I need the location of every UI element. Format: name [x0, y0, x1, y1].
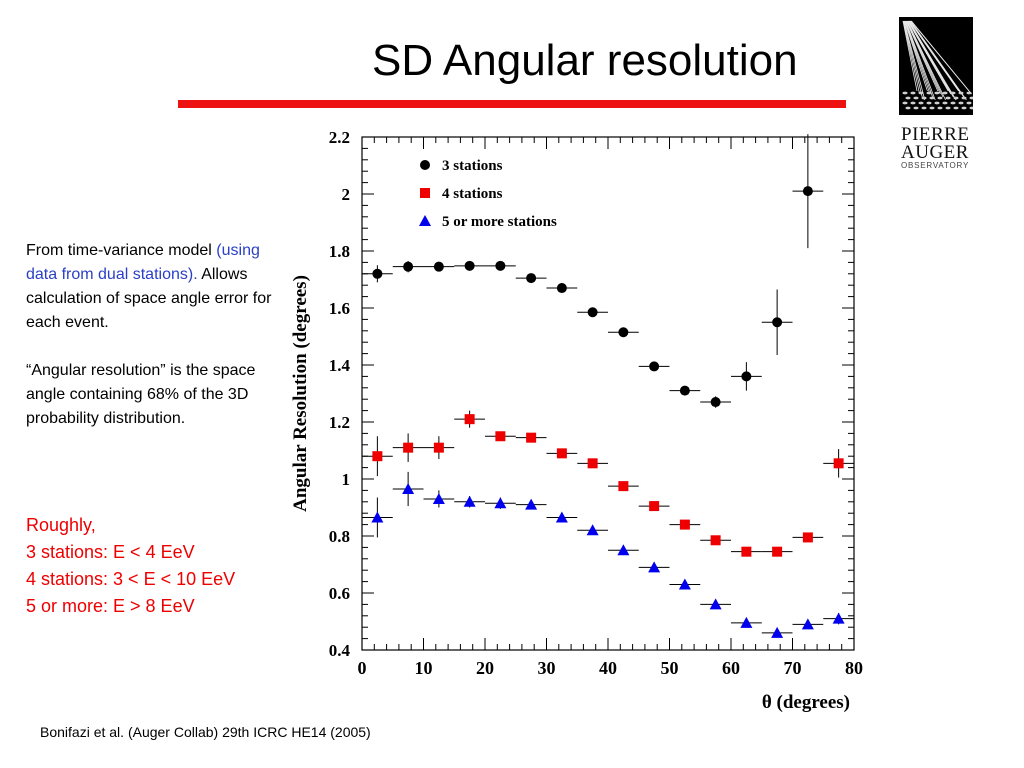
data-point	[710, 397, 721, 408]
legend-label: 5 or more stations	[442, 214, 557, 230]
legend-marker	[419, 215, 431, 226]
description-paragraph-2: “Angular resolution” is the space angle …	[26, 362, 256, 427]
data-point	[618, 327, 629, 338]
data-point	[526, 432, 537, 443]
series-triangle	[362, 471, 854, 638]
x-tick-label: 80	[845, 658, 863, 678]
data-point	[432, 492, 445, 504]
data-point	[648, 561, 661, 573]
logo-auger: AUGER	[901, 142, 969, 163]
data-point	[771, 626, 784, 638]
data-point	[433, 442, 444, 453]
energy-notes: Roughly, 3 stations: E < 4 EeV 4 station…	[26, 512, 235, 620]
x-tick-label: 70	[784, 658, 802, 678]
data-point	[371, 511, 384, 523]
data-point	[372, 268, 383, 279]
data-point	[464, 414, 475, 425]
series-square	[362, 410, 854, 557]
data-point	[740, 616, 753, 628]
legend-marker	[420, 160, 430, 170]
data-point	[495, 260, 506, 271]
data-point	[679, 385, 690, 396]
y-tick-label: 1.8	[329, 242, 350, 261]
data-point	[649, 361, 660, 372]
y-tick-label: 1.2	[329, 413, 350, 432]
x-tick-label: 40	[599, 658, 617, 678]
title-accent-bar	[178, 100, 846, 108]
data-point	[710, 535, 721, 546]
data-point	[649, 501, 660, 512]
description-dual-stations-note: (using data from dual stations).	[26, 242, 260, 283]
x-tick-label: 10	[415, 658, 433, 678]
data-point	[525, 498, 538, 510]
data-point	[494, 497, 507, 509]
data-point	[556, 283, 567, 294]
x-tick-label: 20	[476, 658, 494, 678]
slide-title: SD Angular resolution	[372, 36, 798, 85]
x-tick-label: 30	[538, 658, 556, 678]
data-point	[802, 532, 813, 543]
legend: 3 stations 4 stations 5 or more stations	[419, 158, 557, 230]
auger-shower-emblem	[899, 17, 973, 115]
data-point	[403, 261, 414, 272]
plot-frame	[361, 136, 855, 651]
data-point	[832, 612, 845, 624]
citation: Bonifazi et al. (Auger Collab) 29th ICRC…	[40, 724, 371, 740]
logo-observatory: OBSERVATORY	[901, 161, 970, 170]
data-point	[678, 578, 691, 590]
data-point	[556, 448, 567, 459]
data-point	[463, 495, 476, 507]
legend-label: 4 stations	[442, 186, 503, 202]
data-point	[801, 618, 814, 630]
method-description: From time-variance model (using data fro…	[26, 239, 276, 455]
data-point	[586, 524, 599, 536]
energy-note-4-stations: 4 stations: 3 < E < 10 EeV	[26, 569, 236, 589]
x-tick-label: 60	[722, 658, 740, 678]
series-circle	[362, 134, 824, 408]
x-tick-label: 50	[661, 658, 679, 678]
data-point	[495, 431, 506, 442]
y-axis-title: Angular Resolution (degrees)	[290, 275, 311, 512]
data-point	[833, 458, 844, 469]
data-point	[587, 307, 598, 318]
data-point	[587, 458, 598, 469]
data-point	[618, 481, 629, 492]
data-point	[741, 546, 752, 557]
y-tick-label: 2	[342, 185, 351, 204]
data-point	[679, 519, 690, 530]
x-axis-title: θ (degrees)	[762, 692, 850, 713]
data-point	[741, 371, 752, 382]
data-point	[802, 186, 813, 197]
logo-pierre: PIERRE	[901, 124, 970, 145]
description-text-a: From time-variance model	[26, 242, 217, 259]
data-point	[555, 511, 568, 523]
angular-resolution-chart: 0 10 20 30 40 50 60 70 80 0.4 0.6 0.8 1 1.2 1.4 1.6 1.8 2…	[290, 128, 863, 713]
y-tick-label: 0.4	[329, 641, 351, 660]
description-text-b: Allows calculation of space angle error …	[26, 266, 272, 331]
data-point	[617, 544, 630, 556]
data-point	[772, 317, 783, 328]
y-tick-label: 2.2	[329, 128, 350, 147]
energy-note-intro: Roughly,	[26, 515, 96, 535]
y-tick-label: 1.6	[329, 299, 350, 318]
data-point	[526, 273, 537, 284]
data-point	[464, 260, 475, 271]
data-point	[403, 442, 414, 453]
y-tick-label: 1	[342, 470, 351, 489]
legend-label: 3 stations	[442, 158, 503, 174]
y-tick-label: 0.8	[329, 527, 350, 546]
legend-marker	[420, 188, 430, 198]
data-point	[772, 546, 783, 557]
energy-note-5-stations: 5 or more: E > 8 EeV	[26, 596, 195, 616]
data-point	[709, 598, 722, 610]
data-point	[402, 482, 415, 494]
energy-note-3-stations: 3 stations: E < 4 EeV	[26, 542, 195, 562]
data-point	[433, 261, 444, 272]
y-tick-label: 0.6	[329, 584, 350, 603]
description-paragraph-1: From time-variance model (using data fro…	[26, 239, 276, 335]
x-tick-label: 0	[358, 658, 367, 678]
data-point	[372, 451, 383, 462]
y-tick-label: 1.4	[329, 356, 351, 375]
